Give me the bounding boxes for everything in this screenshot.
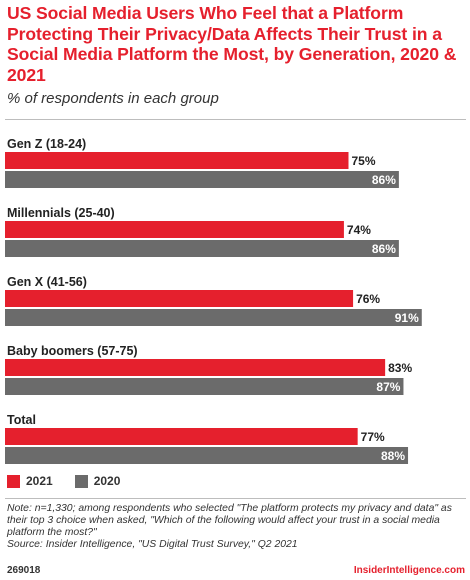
bar-2020-total (5, 447, 409, 464)
bar-2021-millennials-25-40 (5, 221, 344, 238)
category-label-baby-boomers-57-75: Baby boomers (57-75) (7, 344, 138, 358)
bar-2020-millennials-25-40 (5, 240, 399, 257)
value-label-2021-millennials-25-40: 74% (347, 223, 371, 237)
value-label-2020-total: 88% (381, 449, 405, 463)
legend: 2021 2020 (7, 474, 142, 488)
bar-2020-gen-z-18-24 (5, 171, 399, 188)
bar-2021-gen-x-41-56 (5, 290, 354, 307)
category-label-total: Total (7, 413, 36, 427)
top-divider (5, 119, 466, 120)
legend-label-2020: 2020 (93, 474, 121, 488)
value-label-2020-millennials-25-40: 86% (372, 242, 396, 256)
bar-2020-gen-x-41-56 (5, 309, 422, 326)
footer: 269018 InsiderIntelligence.com (7, 565, 465, 579)
value-label-2020-baby-boomers-57-75: 87% (376, 380, 400, 394)
legend-label-2021: 2021 (26, 474, 53, 488)
source-text: Source: Insider Intelligence, "US Digita… (7, 539, 298, 550)
legend-swatch-2021 (7, 474, 20, 488)
value-label-2020-gen-z-18-24: 86% (372, 173, 396, 187)
value-label-2021-gen-x-41-56: 76% (356, 292, 380, 306)
bottom-divider (5, 498, 466, 499)
bar-chart: Gen Z (18-24) 75% 86% Millennials (25-40) 74… (5, 137, 422, 464)
category-label-gen-x-41-56: Gen X (41-56) (7, 275, 87, 289)
bar-2020-baby-boomers-57-75 (5, 378, 404, 395)
chart-subtitle: % of respondents in each group (7, 90, 219, 107)
legend-swatch-2020 (74, 474, 88, 488)
brand-link[interactable]: InsiderIntelligence.com (353, 565, 465, 576)
legend-item-2021: 2021 (7, 474, 53, 488)
bar-2021-total (5, 428, 358, 445)
value-label-2021-gen-z-18-24: 75% (352, 154, 376, 168)
chart-note: Note: n=1,330; among respondents who sel… (7, 503, 465, 551)
value-label-2020-gen-x-41-56: 91% (395, 311, 419, 325)
value-label-2021-baby-boomers-57-75: 83% (388, 361, 412, 375)
category-label-millennials-25-40: Millennials (25-40) (7, 206, 115, 220)
chart-id: 269018 (7, 565, 41, 576)
chart-title: US Social Media Users Who Feel that a Pl… (7, 3, 457, 85)
note-text: Note: n=1,330; among respondents who sel… (7, 503, 452, 538)
bar-2021-baby-boomers-57-75 (5, 359, 386, 376)
legend-item-2020: 2020 (74, 474, 121, 488)
bar-2021-gen-z-18-24 (5, 152, 349, 169)
category-label-gen-z-18-24: Gen Z (18-24) (7, 137, 86, 151)
value-label-2021-total: 77% (361, 430, 385, 444)
